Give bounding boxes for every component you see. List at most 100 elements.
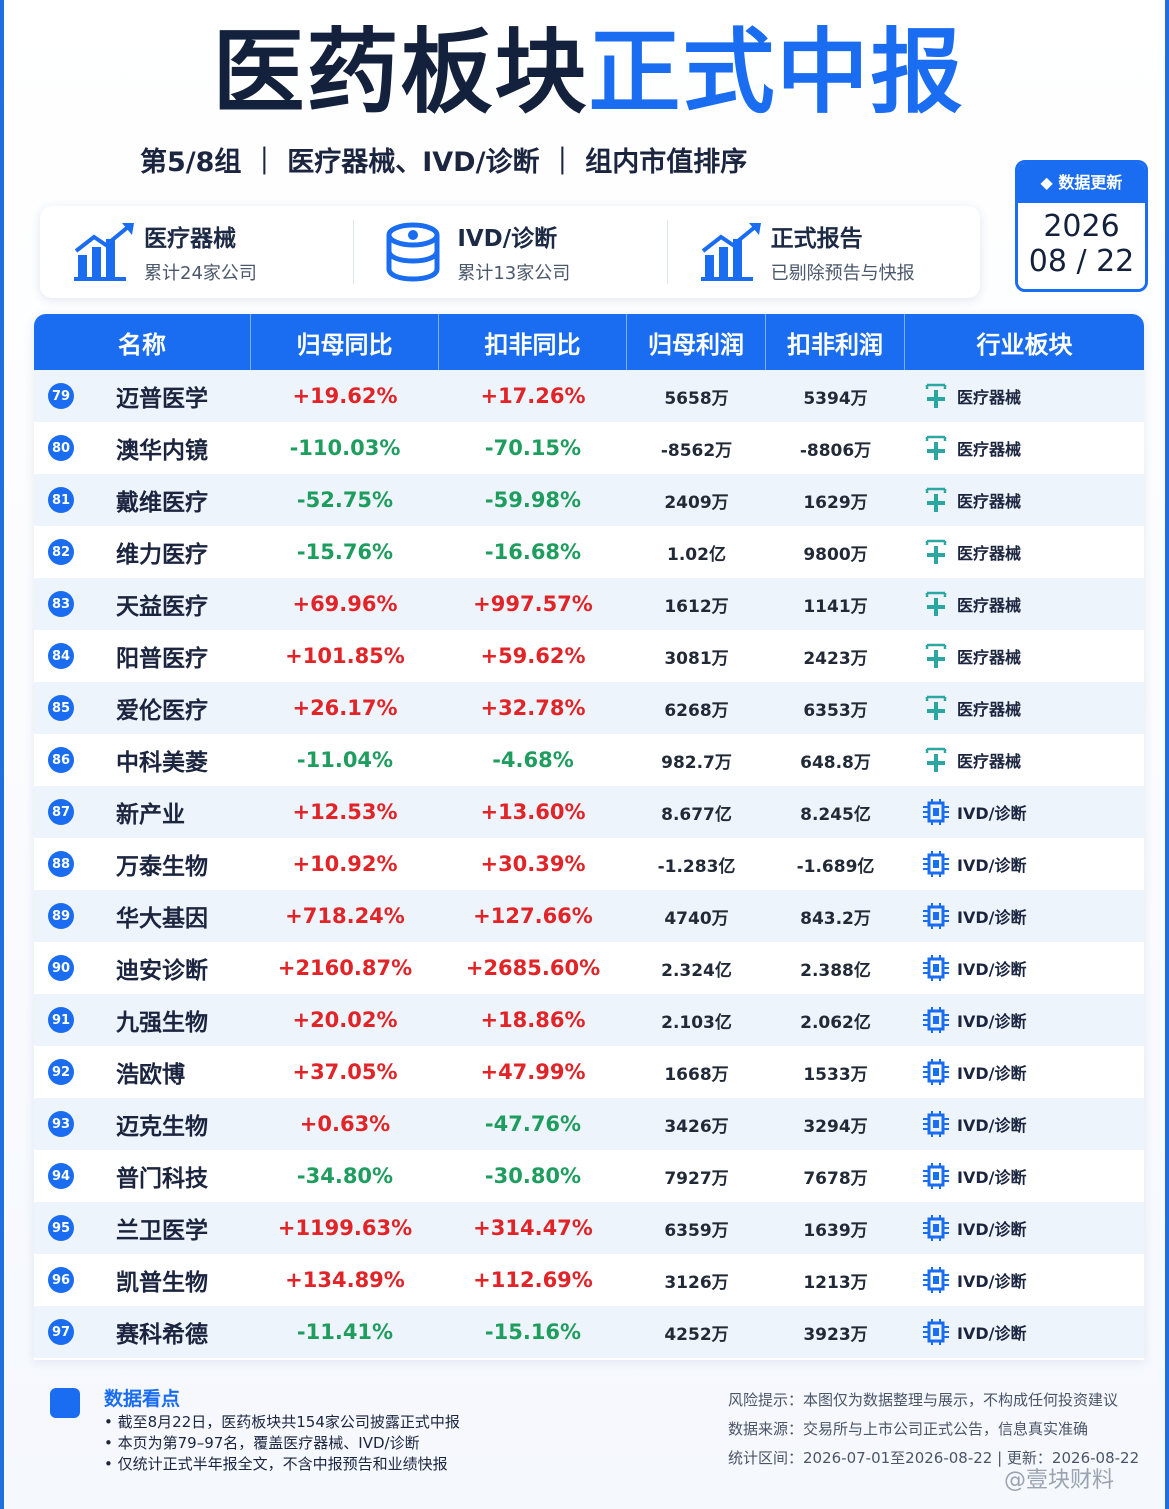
company-name: 赛科希德 xyxy=(116,1322,208,1348)
header-yoy: 归母同比 xyxy=(251,314,439,370)
company-name: 爱伦医疗 xyxy=(116,698,208,724)
footer-info: 风险提示：本图仅为数据整理与展示，不构成任何投资建议 数据来源：交易所与上市公司… xyxy=(728,1386,1168,1473)
sector-label: IVD/诊断 xyxy=(957,1064,1027,1083)
rank-badge: 83 xyxy=(48,591,74,617)
company-name: 迪安诊断 xyxy=(116,958,208,984)
sector-cell: 医疗器械 xyxy=(905,370,1144,422)
table-row: 88 万泰生物 +10.92% +30.39% -1.283亿 -1.689亿 IVD/诊断 xyxy=(34,838,1144,890)
page-title: 医药板块正式中报 xyxy=(4,18,1169,128)
yoy-cell: +20.02% xyxy=(292,1008,398,1032)
table-row: 89 华大基因 +718.24% +127.66% 4740万 843.2万 IVD/诊断 xyxy=(34,890,1144,942)
rank-badge: 91 xyxy=(48,1007,74,1033)
table-row: 87 新产业 +12.53% +13.60% 8.677亿 8.245亿 IVD/诊断 xyxy=(34,786,1144,838)
page-subtitle: 第5/8组 ｜ 医疗器械、IVD/诊断 ｜ 组内市值排序 xyxy=(140,147,748,178)
name-cell: 97 赛科希德 xyxy=(34,1306,251,1358)
kf-yoy-cell: +112.69% xyxy=(473,1268,593,1292)
kf-profit-cell: 1141万 xyxy=(803,596,868,617)
name-cell: 95 兰卫医学 xyxy=(34,1202,251,1254)
profit-cell: 8.677亿 xyxy=(661,804,732,825)
highlights-list: 截至8月22日，医药板块共154家公司披露正式中报 本页为第79–97名，覆盖医… xyxy=(104,1412,704,1475)
company-name: 普门科技 xyxy=(116,1166,208,1192)
table-row: 93 迈克生物 +0.63% -47.76% 3426万 3294万 IVD/诊断 xyxy=(34,1098,1144,1150)
card-title: 正式报告 xyxy=(770,226,863,252)
kf-yoy-cell: +17.26% xyxy=(480,384,586,408)
kf-yoy-cell: +2685.60% xyxy=(465,956,601,980)
summary-cards: 医疗器械 累计24家公司 IVD/诊断 累计13家公司 xyxy=(40,206,980,298)
kf-yoy-cell: -4.68% xyxy=(492,748,574,772)
table-row: 97 赛科希德 -11.41% -15.16% 4252万 3923万 IVD/诊断 xyxy=(34,1306,1144,1358)
kf-profit-cell: 9800万 xyxy=(803,544,868,565)
table-row: 81 戴维医疗 -52.75% -59.98% 2409万 1629万 医疗器械 xyxy=(34,474,1144,526)
chip-icon xyxy=(923,851,949,877)
chip-icon xyxy=(923,1215,949,1241)
name-cell: 85 爱伦医疗 xyxy=(34,682,251,734)
card-subtitle: 累计13家公司 xyxy=(457,263,571,284)
sector-label: IVD/诊断 xyxy=(957,908,1027,927)
rank-badge: 84 xyxy=(48,643,74,669)
card-subtitle: 已剔除预告与快报 xyxy=(770,263,915,284)
medical-plus-icon xyxy=(925,695,947,720)
chip-icon xyxy=(923,1007,949,1033)
name-cell: 86 中科美菱 xyxy=(34,734,251,786)
rank-badge: 93 xyxy=(48,1111,74,1137)
sector-label: IVD/诊断 xyxy=(957,1272,1027,1291)
card-subtitle: 累计24家公司 xyxy=(144,263,257,284)
watermark: @壹块财料 xyxy=(1004,1468,1115,1493)
sector-cell: IVD/诊断 xyxy=(905,1254,1144,1306)
medical-plus-icon xyxy=(925,487,947,512)
kf-yoy-cell: -15.16% xyxy=(484,1320,582,1344)
card-title: 医疗器械 xyxy=(144,226,236,252)
update-badge: ◆ 数据更新 2026 08 / 22 xyxy=(1015,160,1148,292)
sector-cell: 医疗器械 xyxy=(905,578,1144,630)
yoy-cell: -34.80% xyxy=(296,1164,394,1188)
rank-badge: 89 xyxy=(48,903,74,929)
header-profit: 归母利润 xyxy=(627,314,766,370)
sector-label: IVD/诊断 xyxy=(957,960,1027,979)
title-dark: 医药板块 xyxy=(212,19,589,126)
kf-profit-cell: 5394万 xyxy=(803,388,868,409)
kf-profit-cell: 6353万 xyxy=(803,700,868,721)
kf-profit-cell: -8806万 xyxy=(799,440,872,461)
profit-cell: 2409万 xyxy=(664,492,729,513)
header-sector: 行业板块 xyxy=(976,330,1073,359)
sector-cell: IVD/诊断 xyxy=(905,1046,1144,1098)
chip-icon xyxy=(923,1163,949,1189)
yoy-cell: -11.04% xyxy=(296,748,394,772)
sector-cell: 医疗器械 xyxy=(905,526,1144,578)
medical-plus-icon xyxy=(925,643,947,668)
profit-cell: 1668万 xyxy=(664,1064,729,1085)
medical-plus-icon xyxy=(925,383,947,408)
name-cell: 96 凯普生物 xyxy=(34,1254,251,1306)
rank-badge: 87 xyxy=(48,799,74,825)
kf-profit-cell: 2423万 xyxy=(803,648,868,669)
kf-profit-cell: 7678万 xyxy=(803,1168,868,1189)
sector-label: 医疗器械 xyxy=(957,544,1022,563)
rank-badge: 95 xyxy=(48,1215,74,1241)
rank-badge: 96 xyxy=(48,1267,74,1293)
company-name: 阳普医疗 xyxy=(116,646,208,672)
table-row: 79 迈普医学 +19.62% +17.26% 5658万 5394万 医疗器械 xyxy=(34,370,1144,422)
profit-cell: 6268万 xyxy=(664,700,729,721)
sector-cell: IVD/诊断 xyxy=(905,1150,1144,1202)
table-row: 95 兰卫医学 +1199.63% +314.47% 6359万 1639万 IVD/诊断 xyxy=(34,1202,1144,1254)
table-row: 80 澳华内镜 -110.03% -70.15% -8562万 -8806万 医疗器械 xyxy=(34,422,1144,474)
update-year: 2026 xyxy=(1043,209,1120,244)
yoy-cell: -15.76% xyxy=(296,540,394,564)
sector-cell: 医疗器械 xyxy=(905,682,1144,734)
company-name: 迈克生物 xyxy=(116,1114,208,1140)
list-item: 截至8月22日，医药板块共154家公司披露正式中报 xyxy=(104,1412,704,1433)
kf-profit-cell: 3923万 xyxy=(803,1324,868,1345)
header-name: 名称 xyxy=(34,314,251,370)
kf-profit-cell: 1213万 xyxy=(803,1272,868,1293)
profit-cell: 3081万 xyxy=(664,648,729,669)
profit-cell: 982.7万 xyxy=(661,752,732,773)
sector-cell: IVD/诊断 xyxy=(905,1202,1144,1254)
sector-cell: IVD/诊断 xyxy=(905,942,1144,994)
rank-badge: 90 xyxy=(48,955,74,981)
sector-label: 医疗器械 xyxy=(957,388,1022,407)
ranking-table: 名称 归母同比 扣非同比 归母利润 扣非利润 行业板块 79 迈普医学 +19.62… xyxy=(34,314,1144,1360)
kf-profit-cell: 2.388亿 xyxy=(800,960,871,981)
sector-label: IVD/诊断 xyxy=(957,804,1027,823)
kf-profit-cell: 648.8万 xyxy=(800,752,871,773)
